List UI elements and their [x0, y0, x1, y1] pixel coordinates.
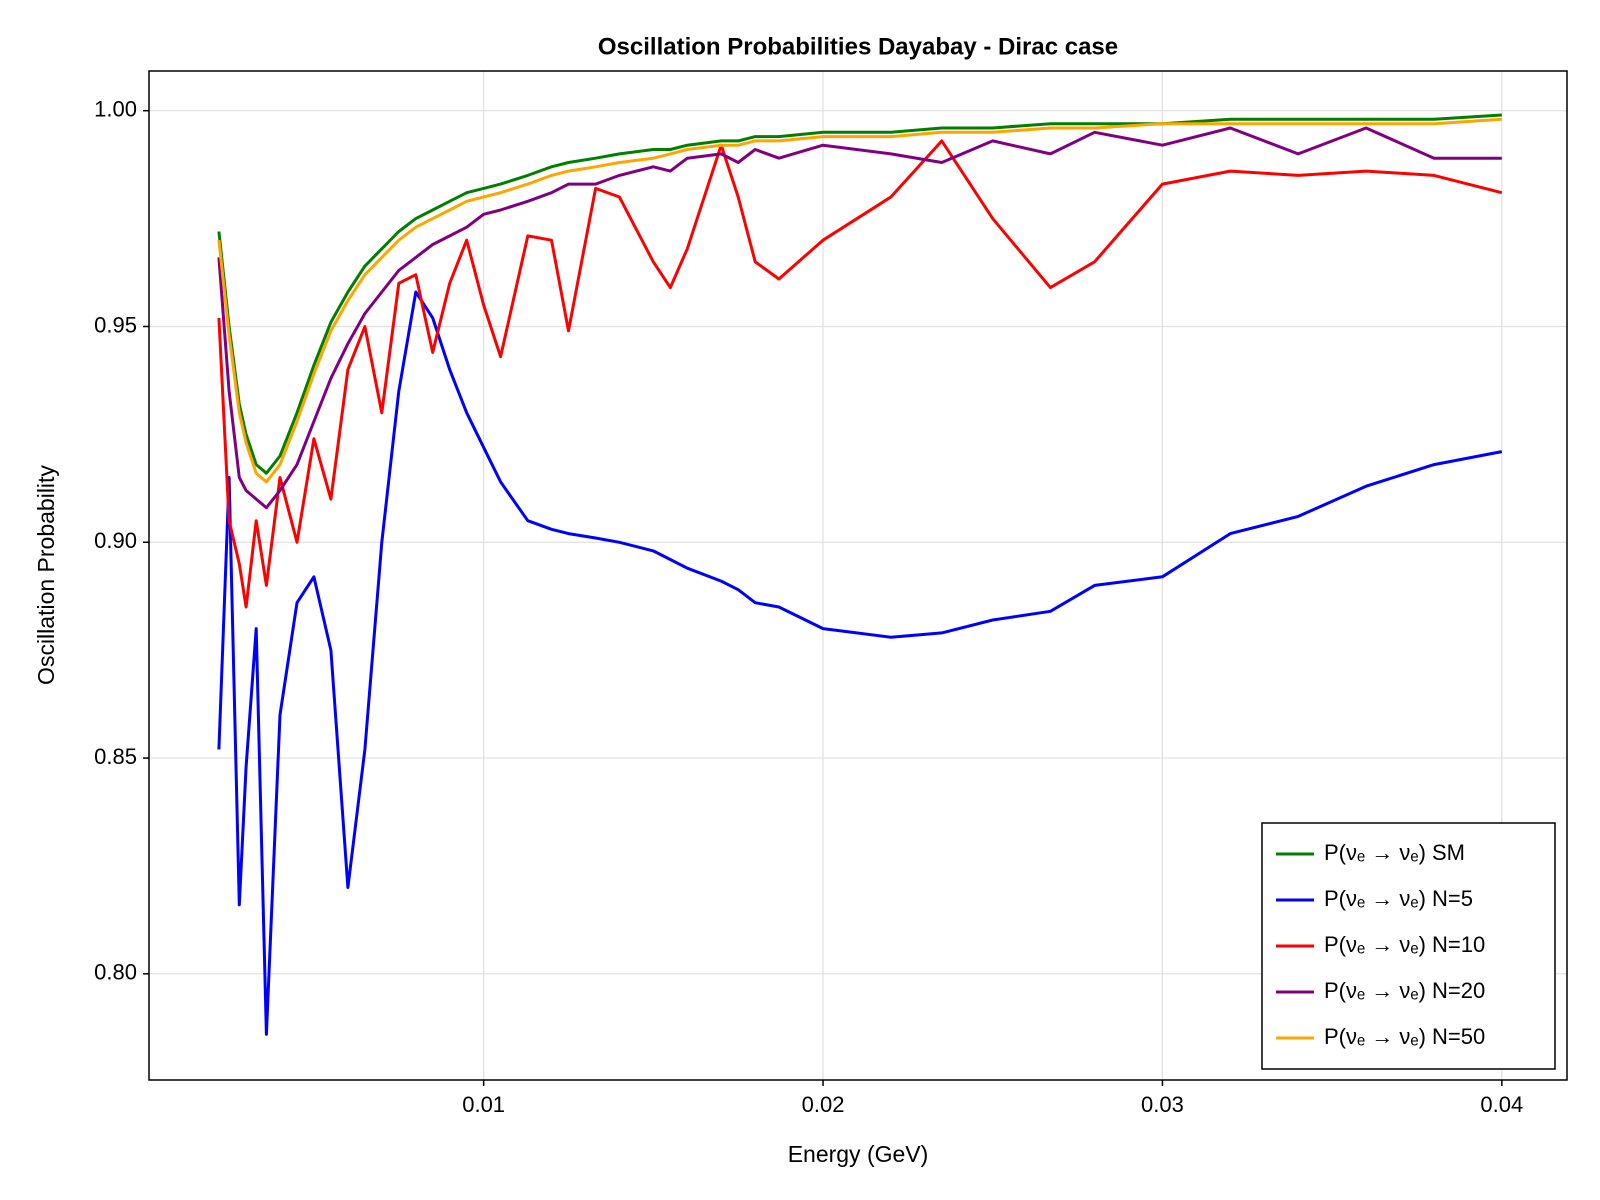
- y-tick-label: 0.80: [94, 960, 137, 985]
- series-line: [217, 117, 1502, 484]
- legend-label: P(νₑ → νₑ) N=5: [1324, 886, 1473, 911]
- x-tick-label: 0.04: [1480, 1092, 1523, 1117]
- y-tick-label: 1.00: [94, 97, 137, 122]
- series-line: [217, 113, 1502, 475]
- y-tick-label: 0.85: [94, 744, 137, 769]
- series-line: [217, 139, 1503, 609]
- legend-label: P(νₑ → νₑ) N=10: [1324, 932, 1485, 957]
- y-axis-label: Oscillation Probability: [33, 465, 59, 685]
- x-tick-label: 0.02: [802, 1092, 845, 1117]
- plot-frame: [148, 70, 1568, 1081]
- legend: P(νₑ → νₑ) SM P(νₑ → νₑ) N=5 P(νₑ → νₑ) N=…: [1261, 822, 1556, 1070]
- chart-title: Oscillation Probabilities Dayabay - Dira…: [598, 33, 1118, 60]
- x-tick-label: 0.03: [1141, 1092, 1184, 1117]
- legend-label: P(νₑ → νₑ) N=50: [1324, 1024, 1485, 1049]
- y-tick-label: 0.90: [94, 528, 137, 553]
- series-line: [217, 290, 1503, 1036]
- x-axis-label: Energy (GeV): [788, 1141, 929, 1167]
- legend-label: P(νₑ → νₑ) SM: [1324, 840, 1465, 865]
- x-tick-label: 0.01: [462, 1092, 505, 1117]
- legend-label: P(νₑ → νₑ) N=20: [1324, 978, 1485, 1003]
- y-tick-label: 0.95: [94, 312, 137, 337]
- series-line: [217, 126, 1502, 510]
